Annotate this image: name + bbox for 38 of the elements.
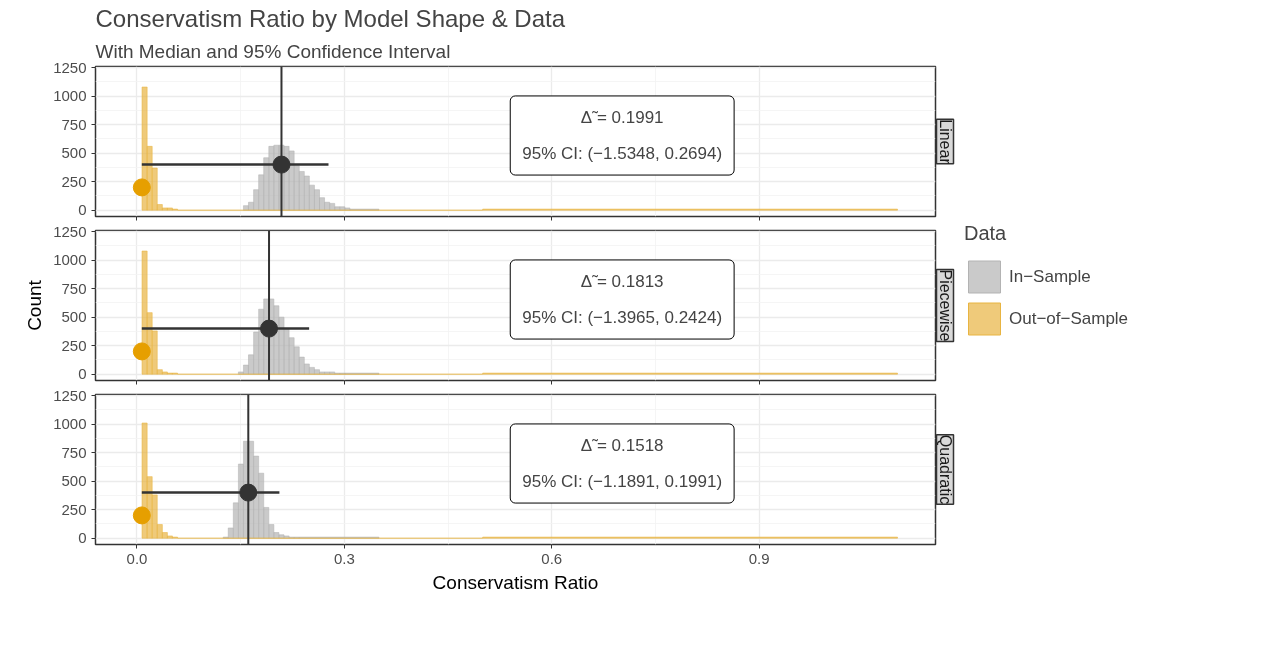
y-tick-label: 500 — [61, 472, 87, 490]
text: Piecewise — [936, 269, 954, 342]
annotation: Δ̃ = 0.1991 — [580, 107, 664, 127]
legend-label: Out−of−Sample — [1009, 307, 1129, 330]
y-tick-label: 0 — [78, 201, 87, 219]
annotation: 95% CI: (−1.1891, 0.1991) — [522, 472, 723, 492]
annotation: Δ̃ = 0.1518 — [580, 435, 664, 455]
y-tick-label: 250 — [61, 336, 87, 354]
y-tick-label: 750 — [61, 279, 87, 297]
y-tick-label: 1000 — [53, 87, 87, 105]
chart-title: Conservatism Ratio by Model Shape & Data — [95, 4, 566, 32]
y-tick-label: 500 — [61, 144, 87, 162]
y-tick-label: 500 — [61, 308, 87, 326]
y-tick-label: 0 — [78, 365, 87, 383]
legend-title: Data — [964, 221, 1008, 245]
y-axis-title: Count — [24, 279, 46, 331]
annotation: 95% CI: (−1.5348, 0.2694) — [522, 144, 723, 164]
y-tick-label: 1000 — [53, 415, 87, 433]
y-tick-label: 750 — [61, 115, 87, 133]
y-tick-label: 1250 — [53, 58, 87, 76]
y-tick-label: 1250 — [53, 386, 87, 404]
y-tick-label: 250 — [61, 172, 87, 190]
x-tick-label: 0.6 — [541, 549, 563, 567]
text: Linear — [936, 119, 954, 165]
y-tick-label: 250 — [61, 500, 87, 518]
annotation: 95% CI: (−1.3965, 0.2424) — [522, 308, 723, 328]
x-tick-label: 0.0 — [126, 549, 148, 567]
x-axis-title: Conservatism Ratio — [432, 571, 599, 593]
annotation: Δ̃ = 0.1813 — [580, 271, 664, 291]
y-tick-label: 750 — [61, 443, 87, 461]
chart-subtitle: With Median and 95% Confidence Interval — [95, 40, 451, 62]
text: Quadratic — [936, 434, 954, 505]
y-tick-label: 1000 — [53, 251, 87, 269]
y-tick-label: 0 — [78, 529, 87, 547]
x-tick-label: 0.9 — [748, 549, 770, 567]
legend-label: In−Sample — [1009, 265, 1091, 288]
y-tick-label: 1250 — [53, 222, 87, 240]
x-tick-label: 0.3 — [333, 549, 355, 567]
